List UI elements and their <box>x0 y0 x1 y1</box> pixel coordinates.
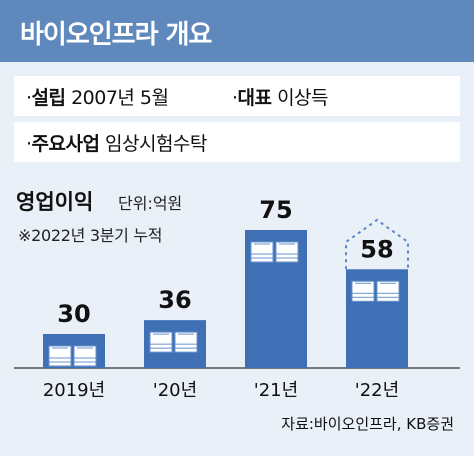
value-label-3: 58 <box>360 235 393 263</box>
info-ceo-value: 이상득 <box>277 87 329 109</box>
document-stack-icon <box>149 331 173 345</box>
info-founded: ·설립 2007년 5월 <box>26 87 169 109</box>
info-ceo-key: 대표 <box>237 87 272 109</box>
document-stack-icon <box>376 280 400 294</box>
document-stack-icon <box>174 331 198 345</box>
document-stack-icon <box>351 280 375 294</box>
category-label-1: '20년 <box>153 380 197 401</box>
info-business: ·주요사업 임상시험수탁 <box>26 133 207 155</box>
dashed-outline <box>345 218 409 270</box>
document-stack-icon <box>275 241 299 255</box>
document-stack-icon <box>73 345 97 359</box>
document-stack-icon <box>48 345 72 359</box>
info-founded-value: 2007년 5월 <box>71 87 169 109</box>
info-box-company: ·설립 2007년 5월 ·대표 이상득 <box>14 76 460 116</box>
category-label-3: '22년 <box>355 380 399 401</box>
info-business-key: 주요사업 <box>31 133 100 155</box>
value-label-1: 36 <box>158 286 191 314</box>
chart-unit: 단위:억원 <box>118 194 183 213</box>
page-title: 바이오인프라 개요 <box>20 20 212 50</box>
info-business-value: 임상시험수탁 <box>105 133 207 155</box>
value-label-0: 30 <box>57 300 90 328</box>
category-label-2: '21년 <box>254 380 298 401</box>
info-ceo: ·대표 이상득 <box>232 87 329 109</box>
chart-title: 영업이익 <box>16 190 94 214</box>
info-box-business: ·주요사업 임상시험수탁 <box>14 122 460 162</box>
info-founded-key: 설립 <box>31 87 66 109</box>
document-stack-icon <box>250 241 274 255</box>
chart-note: ※2022년 3분기 누적 <box>18 226 163 245</box>
source-note: 자료:바이오인프라, KB증권 <box>281 415 454 433</box>
value-label-2: 75 <box>259 196 292 224</box>
category-label-0: 2019년 <box>43 380 105 401</box>
header-banner: 바이오인프라 개요 <box>0 0 474 62</box>
